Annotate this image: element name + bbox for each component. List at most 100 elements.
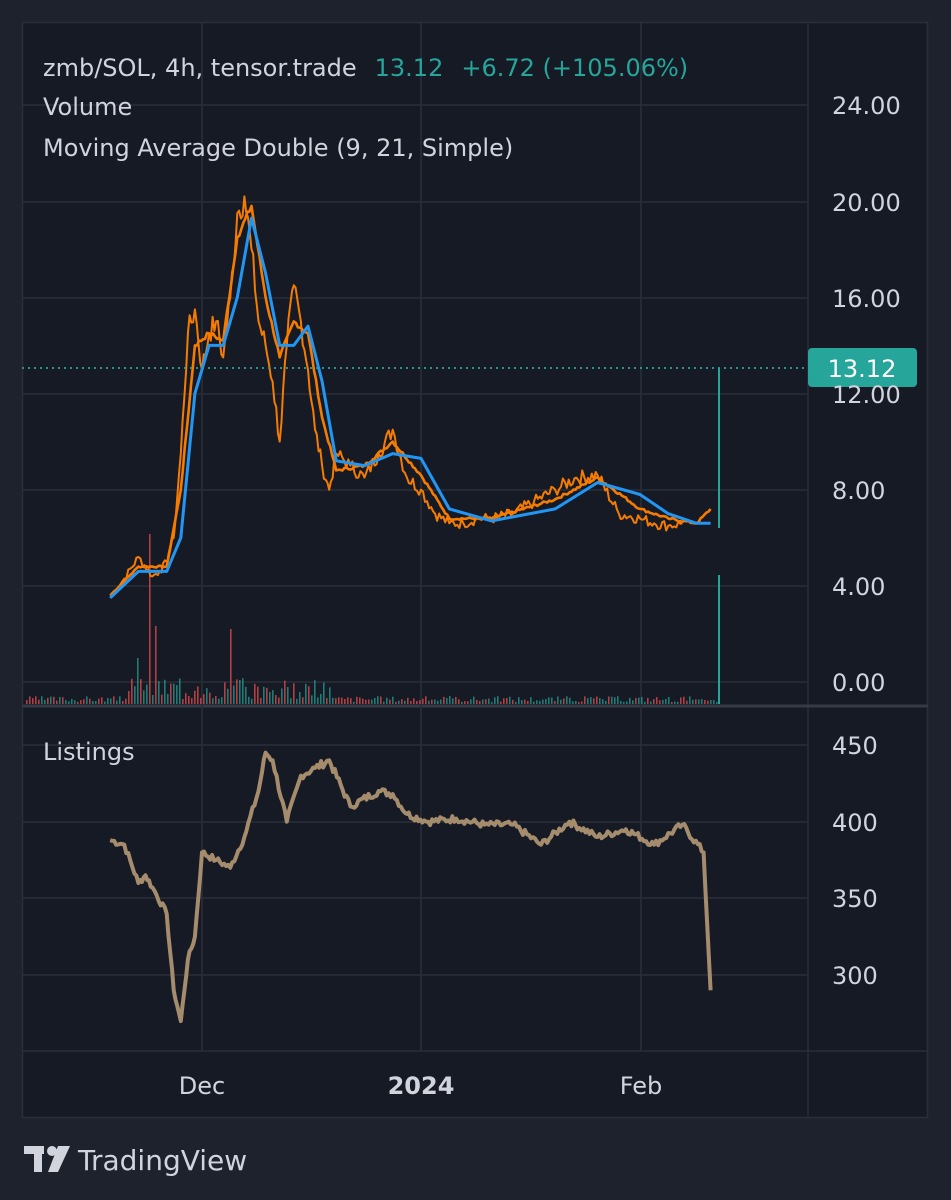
legend-moving-average[interactable]: Moving Average Double (9, 21, Simple): [43, 134, 513, 162]
price-series: [109, 195, 720, 599]
volume-bar: [599, 698, 601, 704]
volume-bar: [356, 696, 358, 704]
volume-bar: [515, 701, 517, 704]
volume-bar: [305, 683, 307, 704]
volume-bar: [509, 696, 511, 704]
volume-bar: [398, 700, 400, 704]
volume-bar: [71, 698, 73, 704]
volume-bar: [59, 696, 61, 704]
legend-listings[interactable]: Listings: [43, 738, 135, 766]
volume-bar: [128, 691, 130, 704]
grid: [22, 22, 808, 1051]
volume-bar: [560, 699, 562, 704]
volume-bar: [443, 696, 445, 704]
volume-bar: [221, 697, 223, 704]
volume-bar: [596, 696, 598, 704]
volume-bar: [425, 696, 427, 704]
tradingview-logo[interactable]: TradingView: [24, 1144, 247, 1177]
volume-bar: [329, 687, 331, 704]
volume-bar: [197, 686, 199, 704]
volume-bar: [188, 695, 190, 704]
volume-bar: [662, 699, 664, 704]
volume-bar: [566, 696, 568, 704]
volume-bar: [431, 699, 433, 704]
volume-bar: [323, 682, 325, 704]
volume-bar: [344, 699, 346, 704]
volume-bar: [446, 698, 448, 704]
volume-bar: [179, 678, 181, 704]
listings-axis: 450 400 350 300: [832, 732, 878, 990]
volume-bar: [644, 701, 646, 704]
volume-bar: [125, 698, 127, 704]
legend-change: +6.72 (+105.06%): [461, 54, 688, 82]
volume-bar: [299, 692, 301, 704]
volume-bar: [194, 690, 196, 704]
volume-bar: [320, 693, 322, 704]
volume-bar: [593, 698, 595, 704]
volume-bar: [290, 698, 292, 704]
volume-bar: [338, 697, 340, 704]
volume-bar: [650, 701, 652, 704]
volume-bar: [395, 701, 397, 704]
volume-bar: [209, 692, 211, 704]
volume-bar: [203, 694, 205, 704]
volume-bar: [506, 697, 508, 704]
legend-symbol-line[interactable]: zmb/SOL, 4h, tensor.trade 13.12 +6.72 (+10…: [43, 54, 688, 82]
volume-bar: [626, 701, 628, 704]
volume-bar: [335, 698, 337, 704]
price-tick: 20.00: [832, 189, 901, 217]
volume-bar: [710, 700, 712, 704]
volume-bar: [173, 683, 175, 704]
volume-bar: [308, 686, 310, 704]
volume-bar: [32, 698, 34, 704]
volume-bar: [602, 699, 604, 704]
volume-bar: [218, 698, 220, 704]
volume-bar: [353, 701, 355, 704]
volume-bar: [215, 696, 217, 704]
volume-bar: [140, 679, 142, 704]
volume-bar: [365, 699, 367, 704]
volume-bar: [437, 700, 439, 704]
volume-bar: [158, 681, 160, 704]
volume-bar: [200, 697, 202, 704]
volume-bar: [479, 700, 481, 704]
volume-bar: [458, 699, 460, 704]
volume-bar: [473, 696, 475, 704]
volume-bar: [296, 698, 298, 704]
volume-bar: [584, 696, 586, 704]
volume-bar: [635, 697, 637, 704]
volume-bar: [149, 534, 151, 704]
volume-bar: [434, 699, 436, 704]
volume-bar: [623, 701, 625, 704]
volume-bar: [530, 697, 532, 704]
volume-bar: [701, 699, 703, 704]
listings-tick: 400: [832, 809, 878, 837]
volume-bar: [155, 626, 157, 704]
volume-bar: [242, 678, 244, 704]
listings-line: [109, 750, 713, 1023]
volume-bar: [260, 697, 262, 704]
volume-bar: [404, 700, 406, 704]
volume-bar: [191, 698, 193, 704]
legend-volume[interactable]: Volume: [43, 93, 132, 121]
volume-bar: [461, 701, 463, 704]
volume-bar: [551, 697, 553, 704]
volume-bar: [713, 699, 715, 704]
volume-bar: [548, 697, 550, 704]
volume-bar: [131, 678, 133, 704]
price-tick: 4.00: [832, 573, 885, 601]
volume-bar: [53, 696, 55, 704]
chart-frame: [21, 21, 929, 1119]
volume-bar: [707, 700, 709, 704]
volume-bar: [401, 699, 403, 704]
volume-bar: [278, 697, 280, 704]
volume-bar: [698, 699, 700, 704]
tradingview-logo-icon: [24, 1146, 70, 1172]
volume-bar: [383, 701, 385, 704]
volume-bar: [590, 697, 592, 704]
volume-bar: [482, 699, 484, 704]
volume-bar: [332, 697, 334, 704]
volume-bar: [389, 699, 391, 704]
volume-bar: [293, 683, 295, 704]
volume-bar: [380, 696, 382, 704]
